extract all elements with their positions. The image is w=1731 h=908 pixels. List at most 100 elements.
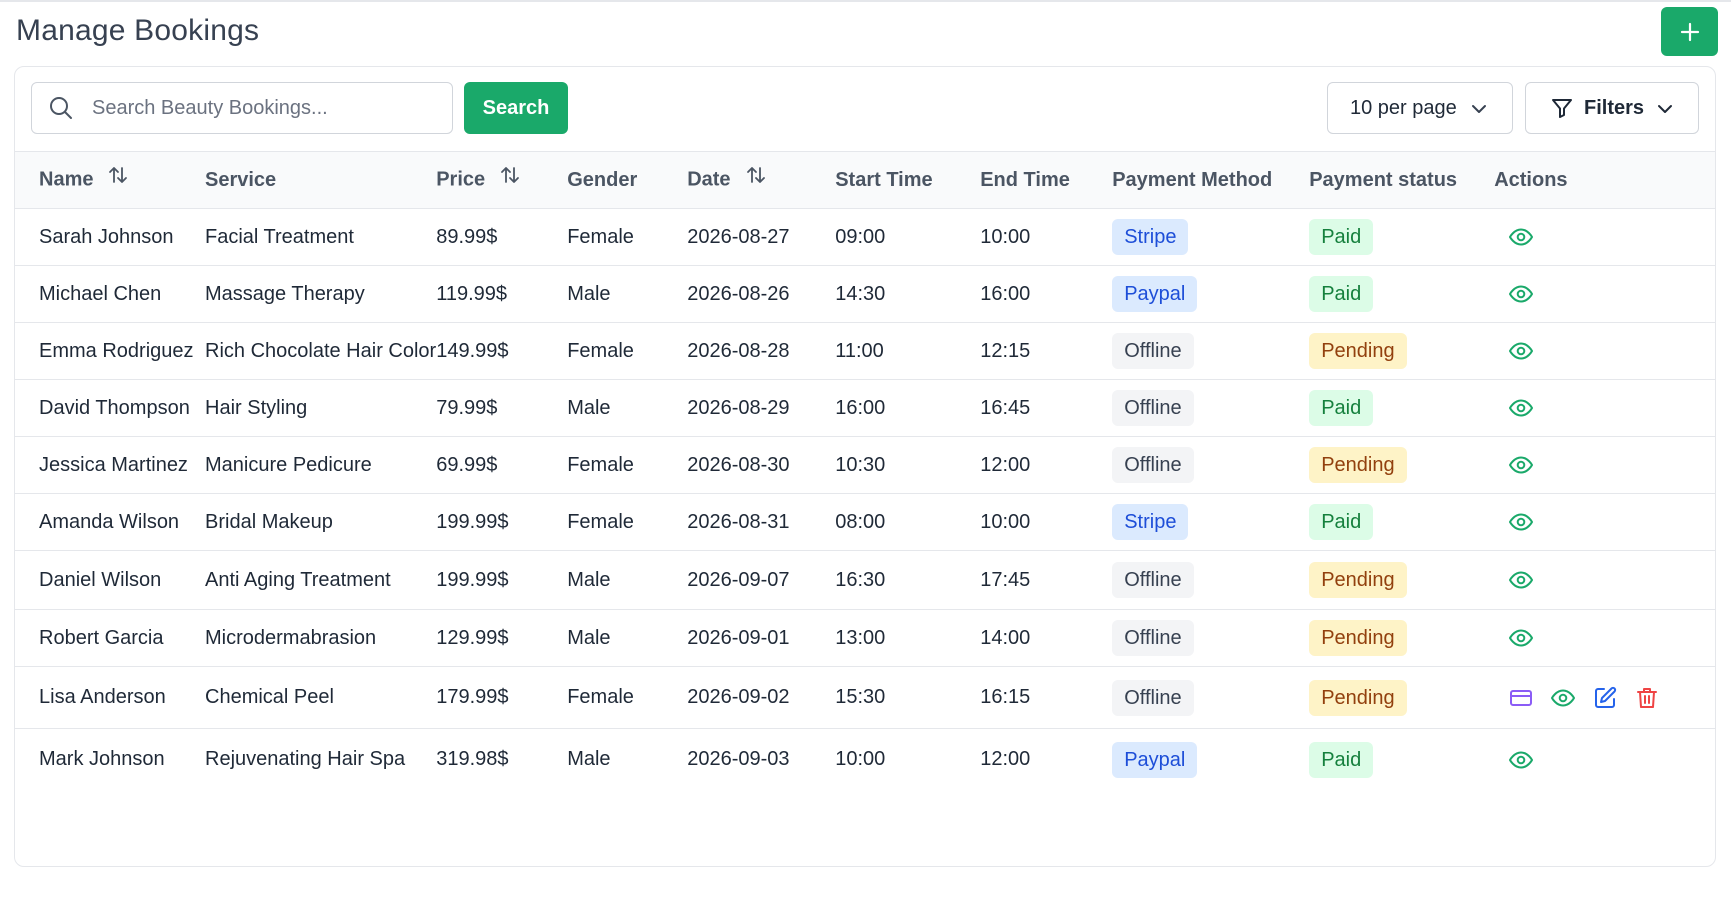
cell-gender: Female [567,436,688,494]
edit-icon[interactable] [1592,685,1618,711]
cell-date: 2026-09-07 [687,550,836,610]
cell-start-time: 10:30 [835,436,981,494]
cell-start-time: 08:00 [835,493,981,551]
column-header-payment-status: Payment status [1309,151,1495,209]
top-border [0,0,1731,2]
view-icon[interactable] [1508,452,1534,478]
search-field[interactable] [31,82,453,134]
cell-price: 89.99$ [436,208,568,266]
cell-payment-method: Stripe [1112,493,1310,551]
table-row: Michael Chen Massage Therapy 119.99$ Male 20… [15,265,1715,323]
column-header-service: Service [205,151,437,209]
sort-icon[interactable] [745,164,767,192]
cell-service: Rejuvenating Hair Spa [205,748,406,771]
per-page-label: 10 per page [1350,96,1457,119]
cell-actions [1494,493,1715,551]
table-row: Robert Garcia Microdermabrasion 129.99$ Mal… [15,609,1715,667]
cell-end-time: 16:45 [980,379,1113,437]
cell-end-time: 12:00 [980,748,1031,771]
payment-status-badge: Paid [1309,504,1374,540]
cell-name: Daniel Wilson [15,550,205,610]
cell-payment-method: Offline [1112,436,1310,494]
cell-payment-status: Paid [1309,265,1495,323]
column-header-date[interactable]: Date [687,151,836,209]
view-icon[interactable] [1508,747,1534,773]
cell-actions [1494,265,1715,323]
payment-status-badge: Pending [1309,679,1407,716]
table-row: Daniel Wilson Anti Aging Treatment 199.99$… [15,550,1715,610]
cell-name: Emma Rodriguez [15,322,205,380]
cell-payment-method: Offline [1112,666,1310,729]
search-button[interactable]: Search [464,82,568,134]
search-icon [48,95,74,121]
cell-start-time: 10:00 [835,748,886,771]
payment-status-badge: Pending [1309,620,1407,656]
payment-card-icon[interactable] [1508,685,1534,711]
cell-payment-status: Paid [1309,208,1495,266]
sort-icon[interactable] [107,164,129,192]
toolbar: Search 10 per page Filters [15,67,1715,151]
column-header-price[interactable]: Price [436,151,568,209]
view-icon[interactable] [1508,625,1534,651]
cell-service: Manicure Pedicure [205,436,437,494]
payment-method-badge: Offline [1112,562,1194,598]
cell-name: Michael Chen [15,265,205,323]
view-icon[interactable] [1508,224,1534,250]
cell-payment-status: Pending [1309,322,1495,380]
cell-name: David Thompson [15,379,205,437]
cell-service: Anti Aging Treatment [205,550,437,610]
view-icon[interactable] [1508,338,1534,364]
per-page-select[interactable]: 10 per page [1327,82,1513,134]
cell-end-time: 17:45 [980,550,1113,610]
payment-status-badge: Paid [1309,276,1374,312]
cell-gender: Male [567,550,688,610]
add-booking-button[interactable] [1661,7,1718,56]
cell-actions [1494,609,1715,667]
row-actions [1494,509,1715,535]
payment-method-badge: Offline [1112,333,1194,369]
cell-start-time: 11:00 [835,322,981,380]
cell-payment-method: Offline [1112,322,1310,380]
cell-price: 199.99$ [436,550,568,610]
row-actions [1494,747,1715,773]
table-row: Lisa Anderson Chemical Peel 179.99$ Female 2… [15,666,1715,729]
row-actions [1494,224,1715,250]
view-icon[interactable] [1508,395,1534,421]
bookings-card: Search 10 per page Filters Name Service [14,66,1716,867]
search-input[interactable] [90,95,424,121]
cell-gender: Female [567,322,688,380]
cell-date: 2026-08-28 [687,322,836,380]
cell-name: Amanda Wilson [15,493,205,551]
cell-date: 2026-09-02 [687,666,836,729]
cell-start-time: 09:00 [835,208,981,266]
chevron-down-icon [1472,105,1486,113]
cell-price: 119.99$ [436,265,568,323]
cell-gender: Female [567,493,688,551]
cell-name: Mark Johnson [39,748,165,771]
view-icon[interactable] [1550,685,1576,711]
filters-label: Filters [1584,96,1645,119]
cell-actions [1494,729,1715,791]
cell-end-time: 16:15 [980,666,1113,729]
cell-actions [1494,436,1715,494]
view-icon[interactable] [1508,281,1534,307]
cell-end-time: 10:00 [980,493,1113,551]
cell-start-time: 16:00 [835,379,981,437]
table-row: Amanda Wilson Bridal Makeup 199.99$ Female 2… [15,493,1715,551]
row-actions [1494,395,1715,421]
cell-service: Hair Styling [205,379,437,437]
delete-icon[interactable] [1634,685,1660,711]
filters-button[interactable]: Filters [1525,82,1699,134]
cell-gender: Male [567,265,688,323]
column-header-name[interactable]: Name [15,151,205,209]
sort-icon[interactable] [499,164,521,192]
cell-price: 179.99$ [436,666,568,729]
payment-status-badge: Paid [1309,390,1374,426]
payment-method-badge: Offline [1112,620,1194,656]
cell-end-time: 12:15 [980,322,1113,380]
cell-payment-method: Offline [1112,609,1310,667]
cell-end-time: 10:00 [980,208,1113,266]
view-icon[interactable] [1508,567,1534,593]
cell-date: 2026-09-01 [687,609,836,667]
view-icon[interactable] [1508,509,1534,535]
